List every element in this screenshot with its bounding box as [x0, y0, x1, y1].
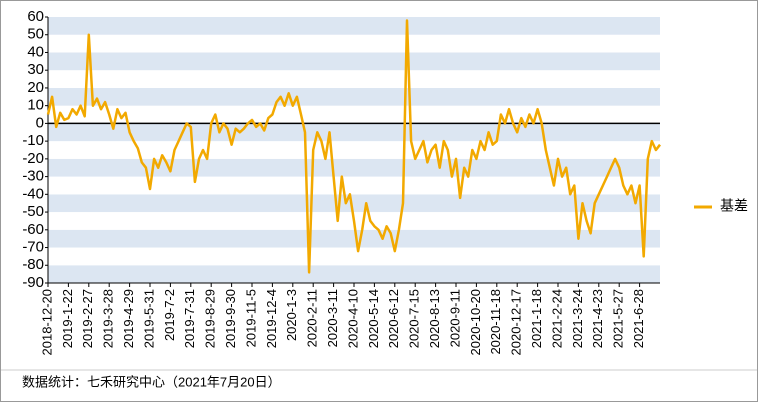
- y-tick-label: -50: [22, 203, 44, 220]
- legend-label: 基差: [720, 198, 748, 214]
- grid-band: [48, 70, 660, 88]
- x-tick-label: 2019-11-5: [243, 289, 258, 347]
- y-tick-label: 30: [27, 61, 44, 78]
- y-tick-label: -10: [22, 132, 44, 149]
- x-tick-label: 2020-3-11: [325, 289, 340, 347]
- grid-band: [48, 229, 660, 248]
- y-tick-label: -40: [22, 185, 44, 202]
- grid-band: [48, 17, 660, 35]
- x-tick-label: 2021-5-27: [611, 289, 626, 348]
- x-tick-label: 2020-12-17: [509, 289, 524, 356]
- x-tick-label: 2019-7-2: [162, 289, 177, 341]
- y-tick-label: -80: [22, 256, 44, 273]
- grid-band: [48, 52, 660, 71]
- grid-band: [48, 194, 660, 213]
- x-tick-label: 2018-12-20: [39, 289, 54, 356]
- x-tick-label: 2020-9-11: [447, 289, 462, 347]
- x-tick-label: 2020-2-11: [305, 289, 320, 347]
- x-tick-label: 2019-3-28: [101, 289, 116, 348]
- x-tick-label: 2019-1-22: [60, 289, 75, 348]
- x-tick-label: 2020-6-12: [386, 289, 401, 348]
- source-note: 数据统计：七禾研究中心（2021年7月20日）: [22, 374, 281, 389]
- y-tick-label: -60: [22, 221, 44, 238]
- x-tick-label: 2020-5-14: [366, 289, 381, 348]
- x-tick-label: 2021-1-18: [529, 289, 544, 348]
- y-tick-label: -30: [22, 168, 44, 185]
- grid-band: [48, 34, 660, 53]
- y-tick-label: -70: [22, 239, 44, 256]
- x-tick-label: 2019-12-4: [264, 289, 279, 348]
- x-tick-label: 2021-4-23: [590, 289, 605, 348]
- grid-band: [48, 265, 660, 283]
- x-tick-label: 2019-2-27: [80, 289, 95, 348]
- x-tick-label: 2021-6-28: [631, 289, 646, 348]
- x-tick-label: 2021-2-24: [549, 289, 564, 348]
- x-tick-label: 2021-3-24: [570, 289, 585, 348]
- y-tick-label: 20: [27, 79, 44, 96]
- y-tick-label: 40: [27, 43, 44, 60]
- y-tick-label: -20: [22, 150, 44, 167]
- y-tick-label: 50: [27, 26, 44, 43]
- x-tick-label: 2020-8-13: [427, 289, 442, 348]
- y-tick-label: -90: [22, 274, 44, 291]
- grid-band: [48, 247, 660, 266]
- grid-band: [48, 158, 660, 177]
- data-line: [46, 19, 661, 274]
- grid-band: [48, 176, 660, 195]
- grid-band: [48, 123, 660, 142]
- x-tick-label: 2019-8-29: [203, 289, 218, 348]
- y-tick-label: 10: [27, 97, 44, 114]
- x-tick-label: 2020-11-18: [488, 289, 503, 355]
- x-tick-label: 2020-1-3: [284, 289, 299, 341]
- x-tick-label: 2019-4-29: [121, 289, 136, 348]
- grid-band: [48, 105, 660, 124]
- y-tick-label: 0: [36, 114, 44, 131]
- x-tick-label: 2019-9-30: [223, 289, 238, 348]
- x-tick-label: 2019-7-31: [182, 289, 197, 348]
- x-tick-label: 2020-7-15: [407, 289, 422, 348]
- x-tick-label: 2020-10-20: [468, 289, 483, 356]
- x-tick-label: 2019-5-31: [141, 289, 156, 348]
- y-tick-label: 60: [27, 8, 44, 25]
- x-tick-label: 2020-4-10: [345, 289, 360, 348]
- grid-band: [48, 87, 660, 106]
